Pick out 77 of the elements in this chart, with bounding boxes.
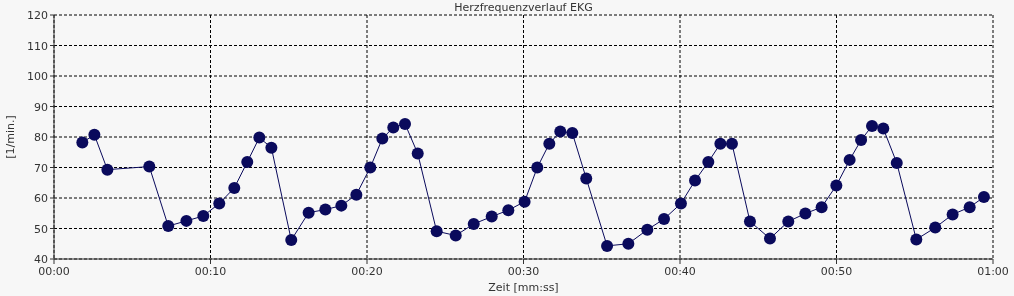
point: [364, 161, 377, 174]
point: [467, 217, 480, 230]
point: [180, 214, 193, 227]
point: [285, 234, 298, 247]
y-tick-label: 110: [27, 39, 48, 53]
x-tick-label: 00:30: [507, 265, 540, 278]
point: [580, 172, 593, 185]
point: [143, 160, 156, 173]
point: [601, 239, 614, 252]
point: [228, 181, 241, 194]
y-tick-label: 60: [34, 192, 48, 205]
point: [866, 120, 879, 133]
y-tick-label: 90: [34, 100, 48, 114]
point: [622, 237, 635, 250]
point: [88, 128, 101, 141]
point: [658, 213, 671, 226]
point: [929, 221, 942, 234]
point: [566, 127, 579, 140]
x-tick-label: 00:20: [351, 265, 383, 278]
point: [977, 191, 990, 204]
point: [411, 147, 424, 160]
point: [76, 136, 89, 149]
point: [399, 117, 412, 130]
chart-title: Herzfrequenzverlauf EKG: [454, 1, 593, 14]
point: [855, 134, 868, 147]
point: [743, 215, 756, 228]
point: [101, 163, 114, 176]
point: [830, 179, 843, 192]
point: [674, 197, 687, 210]
y-tick-label: 50: [34, 222, 48, 236]
point: [162, 220, 175, 233]
point: [799, 207, 812, 220]
point: [302, 206, 315, 219]
point: [725, 137, 738, 150]
point: [782, 215, 795, 228]
x-tick-label: 01:00: [977, 265, 1009, 278]
point: [946, 208, 959, 221]
point: [702, 156, 715, 169]
point: [815, 201, 828, 214]
point: [350, 188, 363, 201]
x-tick-label: 00:10: [194, 265, 227, 278]
point: [763, 232, 776, 245]
point: [689, 174, 702, 187]
point: [502, 204, 515, 217]
y-axis-title: [1/min.]: [4, 115, 17, 159]
point: [877, 122, 890, 135]
point: [910, 233, 923, 246]
point: [376, 132, 389, 145]
point: [843, 153, 856, 166]
x-axis-title: Zeit [mm:ss]: [488, 281, 559, 294]
point: [485, 210, 498, 223]
point: [430, 225, 443, 238]
point: [714, 137, 727, 150]
point: [963, 201, 976, 214]
x-tick-label: 00:40: [664, 265, 696, 278]
point: [554, 125, 567, 138]
y-tick-label: 70: [34, 161, 48, 175]
point: [890, 156, 903, 169]
point: [319, 203, 332, 216]
point: [241, 156, 254, 169]
point: [387, 121, 400, 134]
point: [265, 141, 278, 154]
point: [449, 229, 462, 242]
point: [641, 223, 654, 236]
point: [518, 195, 531, 208]
y-tick-label: 100: [27, 70, 48, 83]
y-tick-label: 120: [27, 9, 48, 22]
point: [531, 161, 544, 174]
y-tick-label: 80: [34, 131, 48, 144]
point: [543, 137, 556, 150]
x-tick-label: 00:50: [820, 265, 853, 278]
point: [253, 131, 266, 144]
point: [335, 199, 348, 212]
point: [213, 197, 226, 210]
x-tick-label: 00:00: [38, 265, 70, 278]
y-tick-label: 40: [34, 253, 48, 266]
point: [197, 210, 210, 222]
